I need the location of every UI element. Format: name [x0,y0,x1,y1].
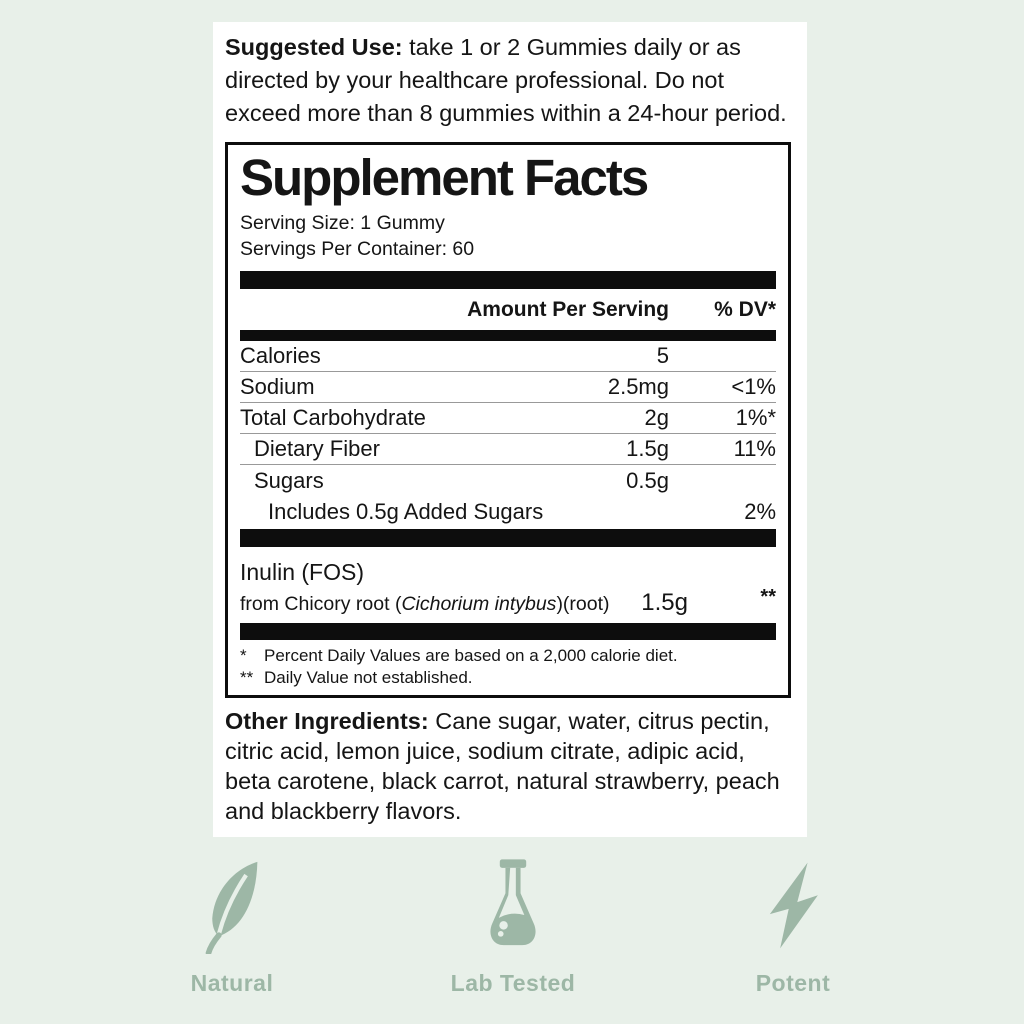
suggested-use-label: Suggested Use: [225,34,403,60]
badge-label: Potent [755,970,831,996]
botanical-amount: 1.5g [641,589,688,616]
botanical-latin-name: Cichorium intybus [401,593,557,615]
leaf-icon [82,856,382,954]
badge-natural: Natural [82,856,382,997]
flask-icon [363,856,663,954]
table-row: Sodium 2.5mg <1% [240,372,776,403]
nutrient-dv: <1% [731,374,776,399]
nutrient-name: Total Carbohydrate [240,405,426,430]
table-row: Sugars 0.5g [240,465,776,496]
botanical-source: from Chicory root (Cichorium intybus)(ro… [240,593,629,616]
supplement-facts-panel: Supplement Facts Serving Size: 1 Gummy S… [225,142,791,698]
table-row: Dietary Fiber 1.5g 11% [240,434,776,465]
nutrient-name: Includes 0.5g Added Sugars [268,498,544,524]
header-amount-per-serving: Amount Per Serving [467,298,669,321]
footnotes: * Percent Daily Values are based on a 2,… [240,645,776,689]
nutrient-amount: 0.5g [626,467,669,493]
suggested-use: Suggested Use: take 1 or 2 Gummies daily… [225,31,795,130]
nutrient-name: Calories [240,343,321,368]
footnote-text: Daily Value not established. [264,668,473,687]
header-percent-dv: % DV* [714,298,776,321]
other-ingredients-label: Other Ingredients: [225,708,429,734]
footnote-marker: ** [240,668,254,687]
table-header: Amount Per Serving % DV* [240,289,776,330]
footnote-marker: * [240,646,247,665]
other-ingredients: Other Ingredients: Cane sugar, water, ci… [225,706,795,826]
other-ingredients-text: Cane sugar, water, citrus pectin, citric… [225,708,780,824]
botanical-dv: ** [760,586,776,608]
bolt-icon [643,856,943,954]
table-row: Includes 0.5g Added Sugars 2% [240,496,776,527]
footnote-text: Percent Daily Values are based on a 2,00… [264,646,678,665]
badge-label: Natural [190,970,274,996]
botanical-source-prefix: from Chicory root ( [240,593,402,615]
footnote: * Percent Daily Values are based on a 2,… [240,645,776,667]
nutrient-amount: 1.5g [626,436,669,461]
badge-lab-tested: Lab Tested [363,856,663,997]
serving-size: Serving Size: 1 Gummy [240,212,445,234]
table-row: Total Carbohydrate 2g 1%* [240,403,776,434]
suggested-use-text: take 1 or 2 Gummies daily or as directed… [225,34,787,126]
supplement-facts-title: Supplement Facts [240,149,649,206]
botanical-source-suffix: )(root) [556,593,610,615]
divider-bar-thick [240,271,776,289]
footnote: ** Daily Value not established. [240,667,776,689]
nutrient-name: Sodium [240,374,315,399]
divider-bar-medium [240,330,776,341]
divider-bar-thick [240,529,776,547]
servings-per-container: Servings Per Container: 60 [240,238,475,260]
badge-label: Lab Tested [450,970,576,996]
badge-potent: Potent [643,856,943,997]
botanical-row: from Chicory root (Cichorium intybus)(ro… [240,586,776,617]
nutrient-amount: 2.5mg [607,374,669,399]
nutrient-amount: 2g [644,405,669,430]
table-row: Calories 5 [240,341,776,372]
nutrient-name: Dietary Fiber [254,436,380,461]
label-panel: Suggested Use: take 1 or 2 Gummies daily… [213,22,807,837]
divider-bar-thick [240,623,776,640]
nutrient-amount: 5 [656,343,669,368]
nutrient-dv: 11% [733,436,776,461]
nutrient-dv: 2% [744,498,776,524]
nutrient-dv: 1%* [735,405,776,430]
nutrient-name: Sugars [254,467,324,493]
botanical-name: Inulin (FOS) [240,559,364,585]
